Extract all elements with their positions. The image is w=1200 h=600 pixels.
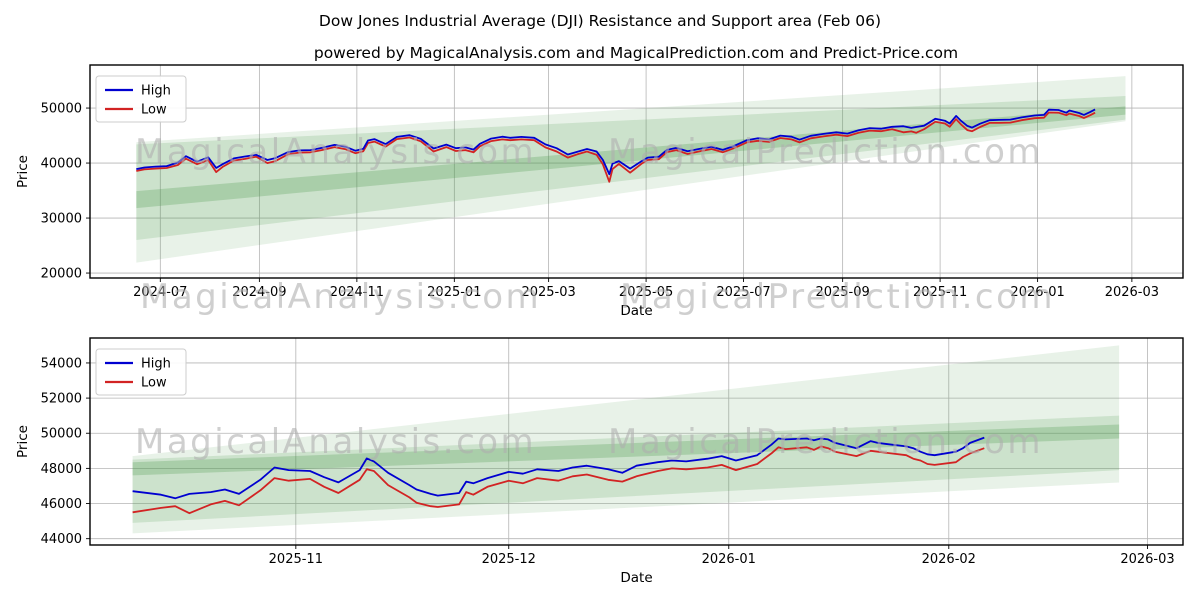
x-tick-label: 2025-07 — [716, 285, 770, 300]
y-tick-label: 30000 — [41, 212, 82, 227]
legend-high-label: High — [141, 357, 171, 372]
watermark-left: MagicalAnalysis.com — [135, 132, 536, 172]
legend: High Low — [95, 75, 187, 123]
legend-box — [95, 75, 187, 123]
core-trend-band-area — [132, 424, 1120, 476]
outer-support-resistance-area — [136, 76, 1126, 263]
legend: High Low — [95, 348, 187, 396]
low-line — [132, 445, 985, 515]
x-tick-label: 2024-09 — [232, 285, 286, 300]
watermark-right: MagicalPrediction.com — [608, 422, 1043, 462]
x-tick-label: 2026-01 — [702, 552, 756, 567]
x-tick-label: 2024-11 — [330, 285, 384, 300]
y-tick-label: 50000 — [41, 102, 82, 117]
y-tick-label: 44000 — [41, 532, 82, 547]
y-tick-label: 48000 — [41, 462, 82, 477]
watermark-right: MagicalPrediction.com — [608, 132, 1043, 172]
lines-group — [132, 436, 985, 515]
plot-background — [90, 65, 1183, 278]
x-axis-label: Date — [620, 303, 652, 319]
y-axis-label: Price — [15, 425, 31, 458]
watermark-right: MagicalPrediction.com — [620, 277, 1055, 317]
x-tick-label: 2025-05 — [619, 285, 673, 300]
legend-high-label: High — [141, 84, 171, 99]
y-tick-label: 20000 — [41, 267, 82, 282]
low-line — [136, 111, 1096, 183]
x-tick-label: 2025-03 — [521, 285, 575, 300]
legend-low-label: Low — [141, 376, 167, 391]
legend-low-label: Low — [141, 103, 167, 118]
plot-background — [90, 338, 1183, 545]
x-tick-label: 2025-11 — [913, 285, 967, 300]
watermarks-group: MagicalAnalysis.com MagicalPrediction.com… — [135, 132, 1055, 462]
chart-title: Dow Jones Industrial Average (DJI) Resis… — [318, 12, 882, 30]
outer-support-resistance-area — [132, 345, 1120, 534]
x-tick-label: 2025-01 — [427, 285, 481, 300]
x-tick-label: 2026-02 — [922, 552, 976, 567]
high-line — [136, 108, 1096, 176]
watermark-left: MagicalAnalysis.com — [140, 277, 541, 317]
y-tick-label: 46000 — [41, 497, 82, 512]
x-tick-label: 2025-12 — [482, 552, 536, 567]
plot-border — [89, 337, 1184, 546]
y-tick-label: 50000 — [41, 427, 82, 442]
chart-subtitle: powered by MagicalAnalysis.com and Magic… — [313, 44, 959, 62]
y-tick-label: 54000 — [41, 356, 82, 371]
x-tick-label: 2026-03 — [1105, 285, 1159, 300]
plot-border — [89, 64, 1184, 279]
x-tick-label: 2024-07 — [133, 285, 187, 300]
bottom-chart: 2025-11 2025-12 2026-01 2026-02 2026-03 44000… — [15, 337, 1184, 586]
x-tick-label: 2025-11 — [269, 552, 323, 567]
x-axis-label: Date — [620, 570, 652, 586]
y-axis-label: Price — [15, 155, 31, 188]
x-tick-label: 2026-03 — [1120, 552, 1174, 567]
y-tick-label: 52000 — [41, 392, 82, 407]
lines-group — [136, 108, 1096, 183]
watermark-left: MagicalAnalysis.com — [135, 422, 536, 462]
x-tick-label: 2026-01 — [1010, 285, 1064, 300]
y-tick-label: 40000 — [41, 157, 82, 172]
top-chart: 2024-07 2024-09 2024-11 2025-01 2025-03 2025-… — [15, 64, 1184, 319]
high-line — [132, 436, 985, 500]
x-tick-label: 2025-09 — [815, 285, 869, 300]
legend-box — [95, 348, 187, 396]
